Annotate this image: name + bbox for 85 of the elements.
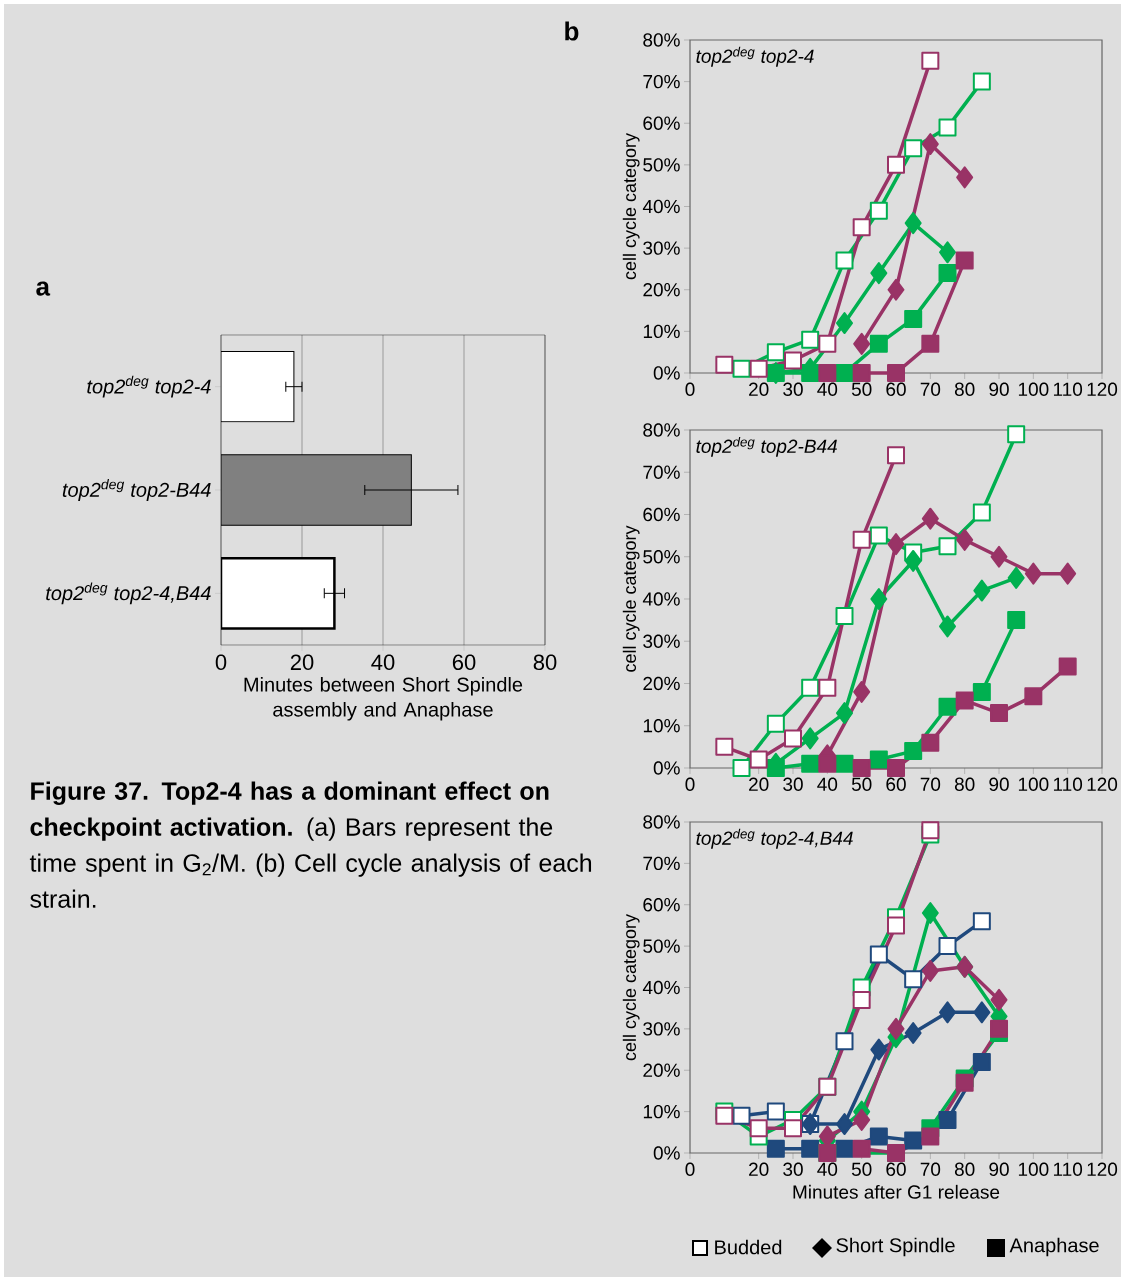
y-axis-title: cell cycle category: [622, 525, 640, 672]
x-tick-label: 80: [954, 777, 975, 791]
x-axis-title: Minutes between Short Spindle assembly and Anaphase: [244, 676, 523, 721]
y-tick-label: 40%: [642, 980, 680, 995]
text: Short Spindle: [836, 1237, 955, 1257]
chart-title: top2$^{deg}$ top2-4,B44: [696, 828, 853, 849]
y-tick-label: 60%: [643, 507, 680, 522]
x-tick-label: 40: [371, 654, 395, 671]
x-tick-label: 0: [685, 777, 695, 791]
y-tick-label: 40%: [642, 592, 680, 606]
y-axis-title: cell cycle category: [622, 133, 640, 280]
x-tick-label: 60: [452, 654, 476, 671]
x-tick-label: 30: [783, 1162, 803, 1176]
x-tick-label: 20: [749, 382, 769, 396]
y-tick-label: 30%: [643, 634, 680, 648]
y-tick-label: 50%: [643, 550, 680, 564]
x-tick-label: 0: [685, 1162, 695, 1176]
x-tick-label: 20: [749, 1162, 769, 1176]
y-tick-label: 70%: [643, 856, 680, 871]
x-tick-label: 100: [1018, 1162, 1049, 1176]
y-tick-label: 20%: [643, 283, 680, 297]
x-tick-label: 120: [1087, 1162, 1118, 1176]
y-tick-label: 50%: [643, 158, 680, 172]
x-tick-label: 120: [1087, 777, 1118, 791]
x-tick-label: 50: [851, 777, 872, 791]
x-tick-label: 100: [1018, 382, 1049, 396]
x-tick-label: 110: [1053, 777, 1083, 791]
y-tick-label: 80%: [643, 815, 680, 829]
x-tick-label: 50: [851, 382, 872, 396]
y-tick-label: 10%: [643, 719, 680, 733]
x-tick-label: 50: [851, 1162, 872, 1176]
y-tick-label: 80%: [643, 33, 680, 47]
y-tick-label: top2$^{deg}$ top2-4,B44: [46, 582, 211, 605]
x-tick-label: 90: [989, 777, 1009, 791]
x-tick-label: 70: [920, 1162, 941, 1176]
text: Figure 37. Top2-4 has a dominant effect on checkpoint activation. (a) Bars represent the time spent in G$_{2}$/M. (b) Cell cycle analysis of each strain.: [29, 781, 592, 908]
y-tick-label: 60%: [643, 116, 680, 130]
x-tick-label: 30: [783, 777, 803, 791]
x-tick-label: 60: [886, 1162, 906, 1176]
y-tick-label: 20%: [643, 1063, 680, 1077]
x-tick-label: 100: [1018, 777, 1049, 791]
y-tick-label: 70%: [643, 465, 680, 479]
x-tick-label: 60: [886, 382, 906, 396]
y-tick-label: 20%: [643, 676, 680, 691]
text: Anaphase: [1009, 1237, 1099, 1257]
chart-title: top2$^{deg}$ top2-4: [696, 46, 814, 67]
y-tick-label: 10%: [643, 324, 680, 339]
y-tick-label: 0%: [653, 366, 680, 380]
y-tick-label: 50%: [643, 939, 680, 953]
x-tick-label: 40: [817, 1162, 838, 1176]
text: a: [36, 281, 51, 296]
x-tick-label: 80: [533, 654, 557, 671]
x-tick-label: 80: [954, 1162, 975, 1176]
x-tick-label: 0: [215, 654, 227, 671]
chart-title: top2$^{deg}$ top2-B44: [696, 436, 837, 457]
y-tick-label: 0%: [653, 761, 680, 775]
x-tick-label: 20: [290, 654, 314, 671]
x-tick-label: 60: [886, 777, 906, 791]
x-tick-label: 40: [817, 382, 838, 396]
y-tick-label: 30%: [643, 1022, 680, 1036]
y-tick-label: 80%: [643, 423, 680, 437]
y-tick-label: top2$^{deg}$ top2-B44: [62, 479, 211, 501]
x-tick-label: 20: [749, 777, 769, 791]
x-tick-label: 70: [920, 777, 941, 791]
x-tick-label: 40: [817, 777, 838, 791]
text: b: [565, 21, 579, 41]
x-tick-label: 70: [920, 382, 941, 396]
text: Budded: [715, 1239, 782, 1255]
x-tick-label: 110: [1053, 1162, 1083, 1176]
y-tick-label: 10%: [643, 1104, 680, 1119]
y-tick-label: 30%: [643, 241, 680, 255]
y-tick-label: top2$^{deg}$ top2-4: [87, 375, 211, 398]
x-tick-label: 80: [954, 382, 975, 396]
y-tick-label: 70%: [643, 74, 680, 89]
x-tick-label: 0: [685, 382, 695, 396]
x-tick-label: 90: [989, 1162, 1009, 1176]
x-axis-title: Minutes after G1 release: [793, 1184, 1000, 1199]
y-tick-label: 0%: [653, 1146, 680, 1160]
x-tick-label: 110: [1053, 382, 1083, 396]
x-tick-label: 30: [783, 382, 803, 396]
y-axis-title: cell cycle category: [622, 914, 640, 1061]
x-tick-label: 120: [1087, 382, 1118, 396]
y-tick-label: 40%: [642, 199, 680, 214]
x-tick-label: 90: [989, 382, 1009, 396]
y-tick-label: 60%: [643, 898, 680, 912]
